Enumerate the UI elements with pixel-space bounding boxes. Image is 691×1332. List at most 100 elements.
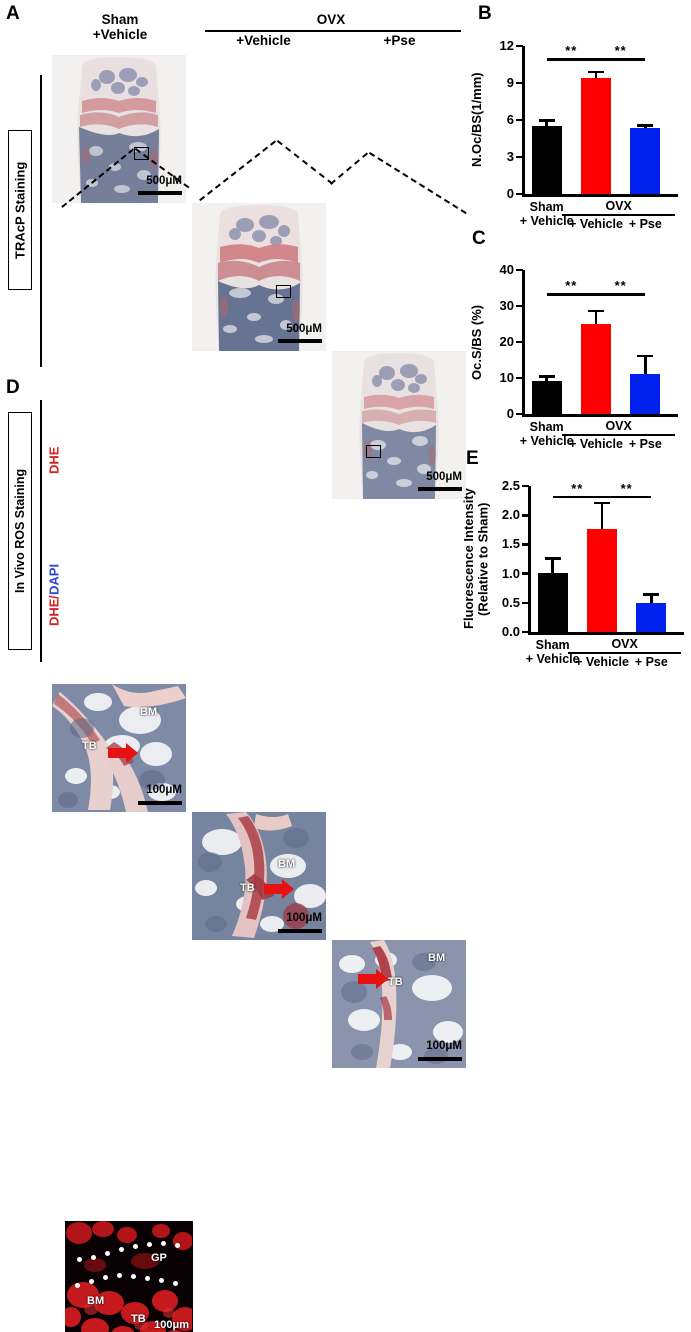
dapi-text: DAPI: [46, 563, 62, 595]
error-bar-0: [545, 375, 548, 381]
scale-label-sham-zoom: 100μM: [146, 784, 182, 796]
zoom-connector-left-2: [199, 140, 276, 202]
y-tick: [522, 630, 529, 634]
micrograph-dhe-sham: GP BM TB 100μm: [64, 1220, 194, 1332]
zoom-connector-left-3: [329, 152, 368, 185]
y-tick: [522, 514, 529, 517]
x-label-2: + Pse: [634, 655, 668, 669]
bar-2: [630, 374, 661, 414]
y-tick-label: 20: [499, 334, 514, 349]
y-tick: [522, 484, 529, 488]
group-label-ovx: OVX: [605, 419, 632, 433]
significance-line-0: [552, 495, 602, 499]
bar-1: [581, 324, 611, 414]
error-cap-2: [643, 593, 660, 596]
figure-root: A Sham +Vehicle OVX +Vehicle +Pse TRAcP …: [6, 3, 691, 1332]
label-gp-dhe-sham: GP: [151, 1252, 167, 1264]
y-tick: [516, 44, 523, 48]
scale-label-ovx-pse-overview: 500μM: [426, 471, 462, 483]
scale-label-sham-overview: 500μM: [146, 175, 182, 187]
red-arrow-ovx-vehicle-zoom: [262, 878, 296, 900]
micrograph-tracp-ovx-pse-zoom: BM TB 100μM: [332, 940, 466, 1068]
bar-0: [537, 573, 568, 632]
error-bar-2: [650, 593, 653, 604]
bar-0: [531, 126, 562, 194]
label-tb-sham-zoom: TB: [82, 740, 97, 752]
scale-label-ovx-vehicle-overview: 500μM: [286, 323, 322, 335]
y-tick: [516, 81, 523, 85]
x-label-2: + Pse: [628, 217, 662, 231]
micrograph-tracp-ovx-vehicle-zoom: BM TB 100μM: [192, 812, 326, 940]
micrograph-tracp-ovx-pse-overview: 500μM: [332, 351, 466, 499]
significance-line-1: [602, 495, 652, 499]
label-tb-dhe-sham: TB: [131, 1313, 146, 1325]
x-label-0: Sham + Vehicle: [525, 638, 580, 667]
header-ovx: OVX: [316, 12, 346, 27]
significance-stars-0: **: [571, 480, 584, 496]
y-tick: [516, 268, 523, 272]
micrograph-tracp-ovx-vehicle-overview: 500μM: [192, 203, 326, 351]
error-cap-0: [544, 557, 561, 560]
y-tick: [522, 543, 529, 546]
label-tb-ovx-pse-zoom: TB: [388, 976, 403, 988]
scale-bar-sham-zoom: [138, 801, 182, 805]
error-bar-1: [594, 309, 598, 324]
scale-label-dhe-sham: 100μm: [154, 1319, 189, 1331]
significance-line-0: [546, 58, 596, 61]
row-label-tracp: TRAcP Staining: [8, 130, 32, 290]
y-tick-label: 0: [506, 186, 514, 201]
scale-bar-ovx-vehicle-overview: [278, 339, 322, 343]
label-bm-sham-zoom: BM: [140, 706, 158, 718]
y-tick: [516, 155, 523, 159]
y-tick-label: 12: [499, 38, 514, 53]
tracp-bracket: [40, 75, 42, 367]
y-tick-label: 6: [506, 112, 514, 127]
chart-e: 0.0 0.5 1.0 1.5 2.0 2.5 ** ** Fluorescence Inten…: [461, 466, 691, 669]
error-cap-1: [588, 70, 604, 74]
y-tick-label: 2.5: [501, 478, 520, 493]
error-cap-1: [594, 501, 610, 505]
bar-0: [531, 380, 562, 414]
x-axis: [522, 194, 678, 197]
scale-bar-sham-overview: [138, 191, 182, 195]
dhe-fluorescence-svg: [65, 1221, 193, 1332]
slash-text: /: [46, 595, 62, 599]
y-tick-label: 9: [506, 75, 514, 90]
scale-bar-ovx-pse-overview: [418, 487, 462, 491]
bar-1: [587, 528, 617, 632]
error-bar-0: [551, 557, 554, 573]
error-bar-0: [545, 119, 548, 127]
significance-stars-1: **: [614, 43, 627, 59]
inset-box-sham: [134, 147, 149, 160]
error-cap-2: [637, 124, 654, 127]
x-label-2: + Pse: [628, 437, 662, 451]
group-rule-ovx: [562, 214, 676, 216]
header-ovx-vehicle: +Vehicle: [236, 33, 291, 48]
y-tick: [516, 304, 523, 308]
y-tick-label: 0: [506, 406, 514, 421]
y-axis-title: Oc.S/BS (%): [469, 304, 484, 380]
zoom-connector-right-2: [276, 140, 334, 185]
chart-b: 0 3 6 9 12 ** ** N.Oc/BS(1/mm) Sham + Vehicle + Ve…: [469, 24, 691, 231]
y-tick: [522, 572, 529, 575]
x-axis: [522, 414, 678, 417]
group-label-ovx: OVX: [605, 199, 632, 213]
inset-box-ovx-vehicle: [276, 285, 291, 298]
header-sham-line2: +Vehicle: [92, 27, 148, 43]
y-axis: [522, 46, 525, 194]
bone-section-svg: [192, 203, 326, 351]
scale-label-ovx-pse-zoom: 100μM: [426, 1040, 462, 1052]
y-tick-label: 10: [499, 370, 514, 385]
panel-label-b: B: [478, 3, 492, 24]
error-bar-1: [600, 501, 604, 529]
header-ovx-rule: [205, 30, 461, 33]
y-axis: [522, 270, 525, 414]
label-bm-dhe-sham: BM: [87, 1295, 105, 1307]
y-axis-title: Fluorescence Intensity (Relative to Sham): [461, 488, 491, 630]
y-tick: [522, 601, 529, 605]
header-sham-line1: Sham: [101, 12, 139, 27]
row-label-ros: In Vivo ROS Staining: [8, 412, 32, 650]
error-bar-2: [644, 354, 647, 375]
x-label-0: Sham + Vehicle: [519, 420, 574, 449]
group-rule-ovx: [568, 652, 682, 654]
